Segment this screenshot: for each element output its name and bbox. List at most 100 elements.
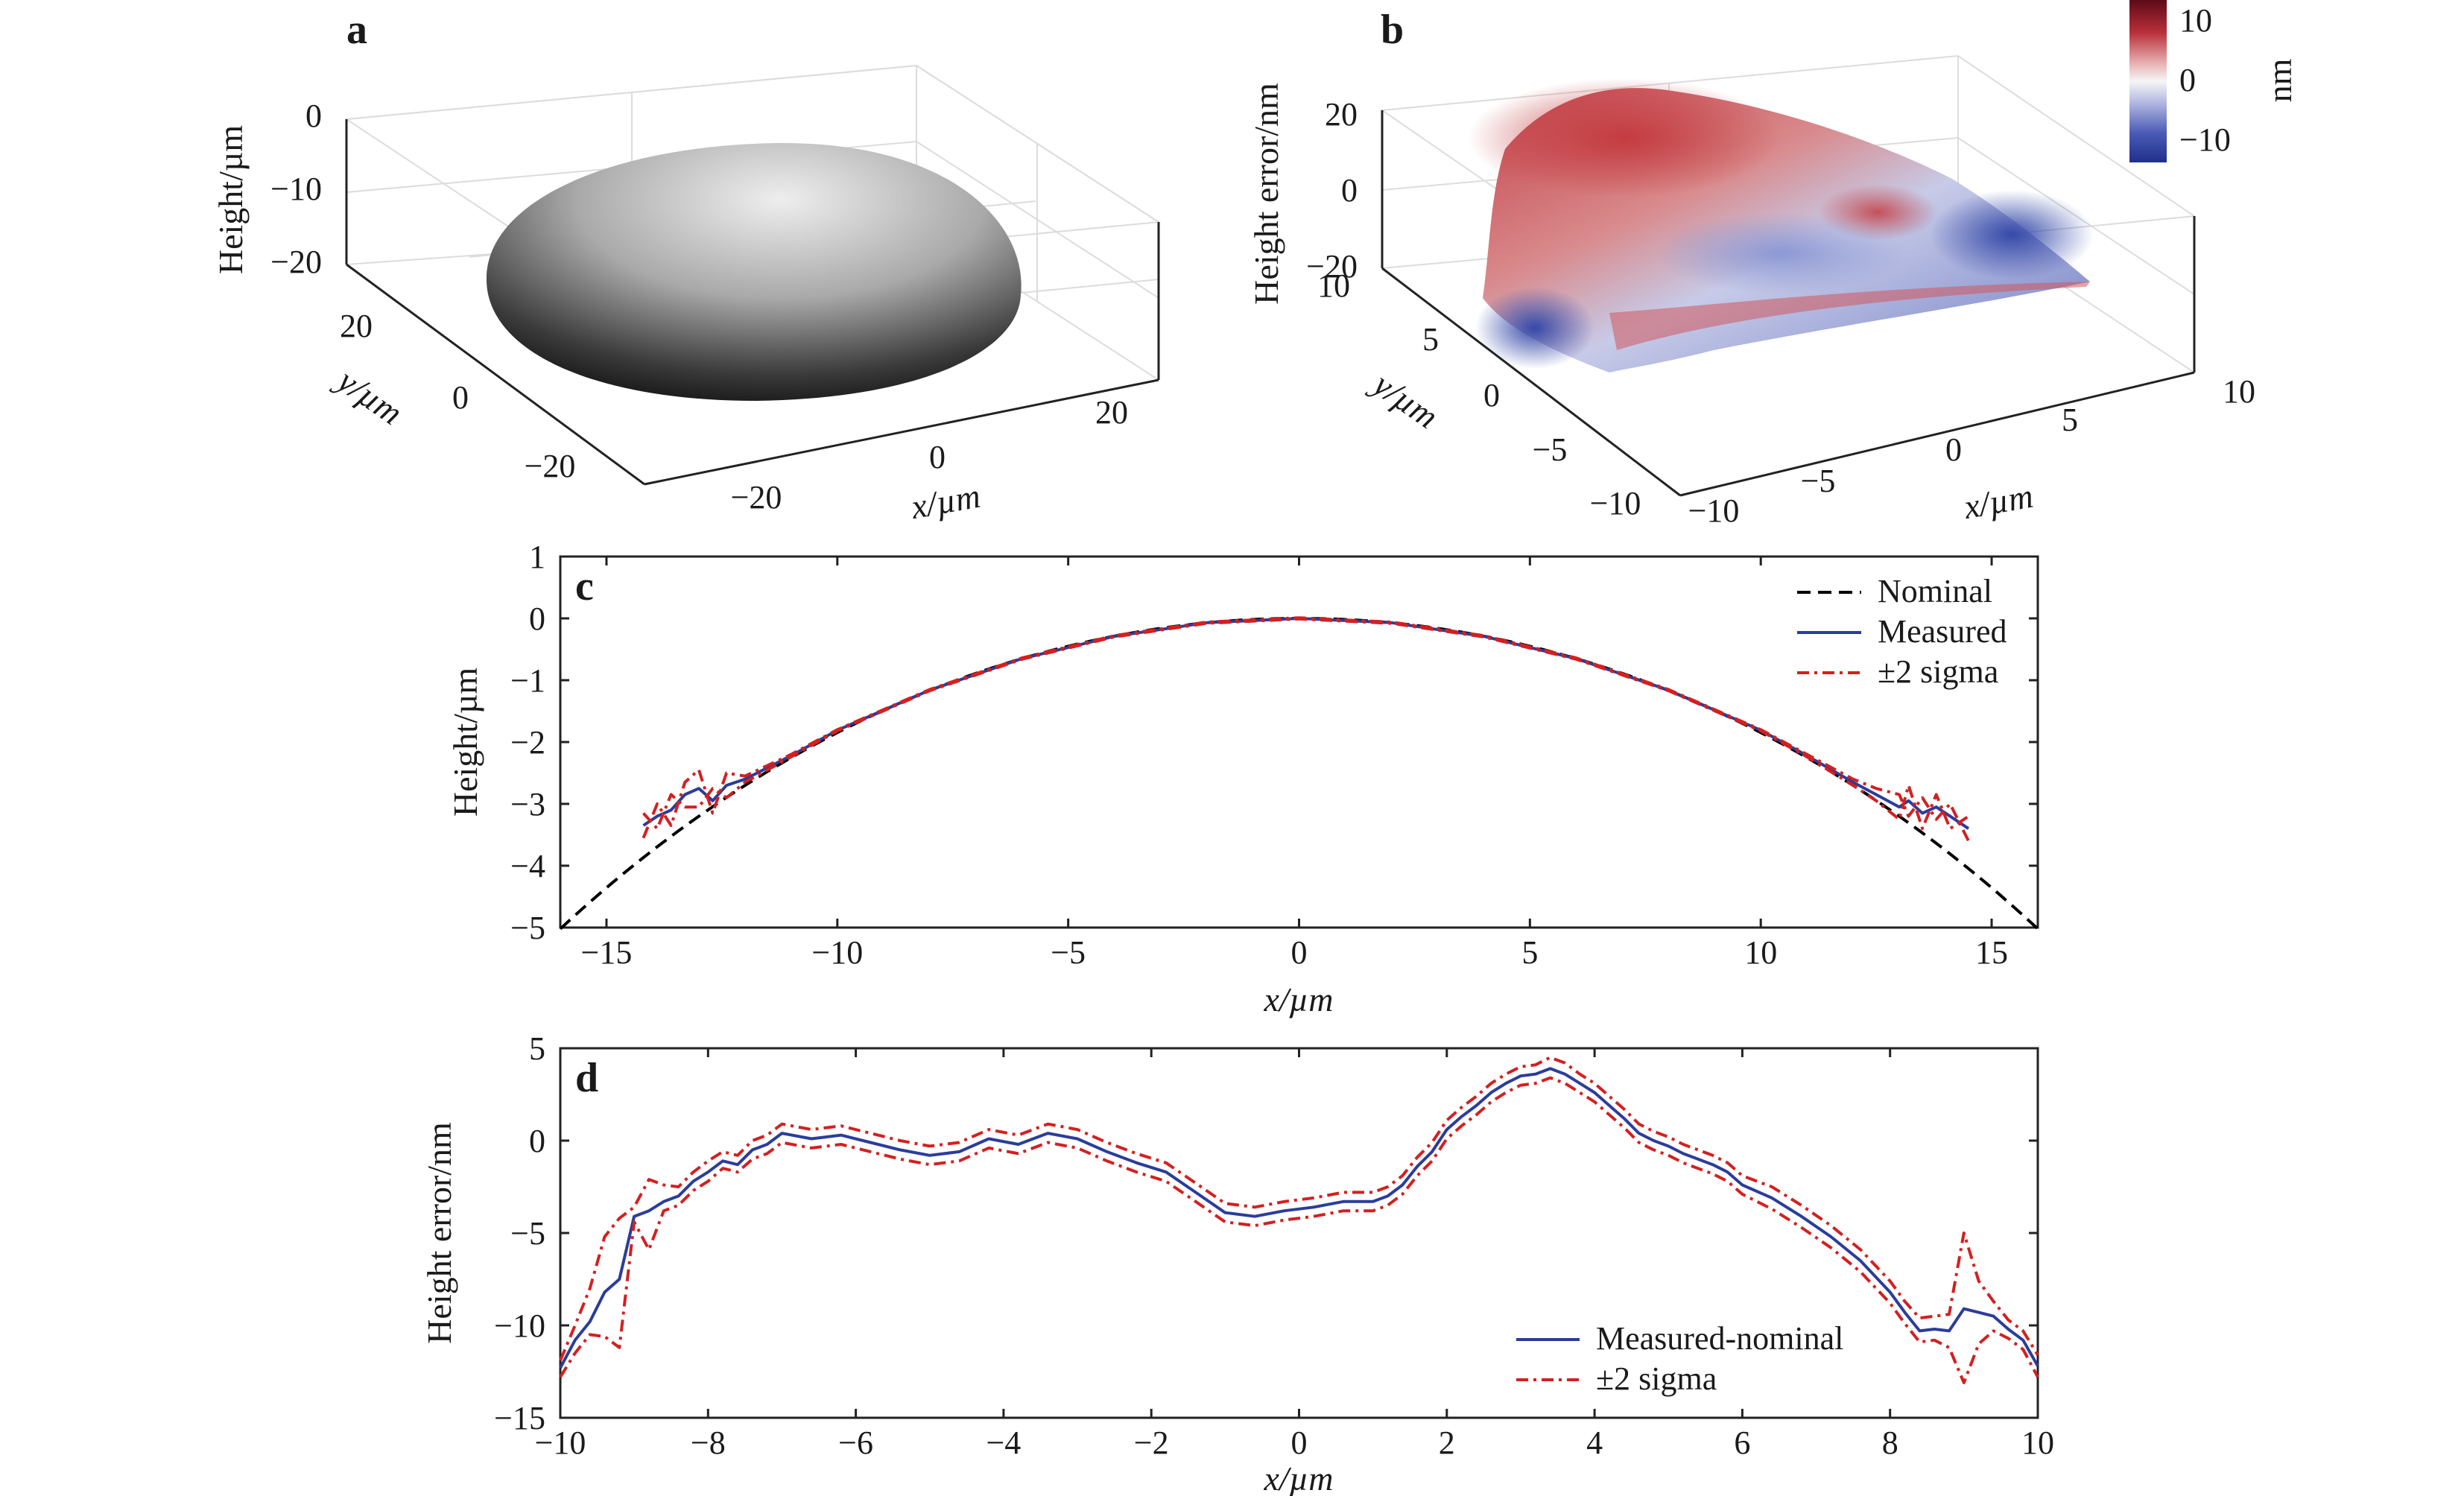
tick-label: −10 (1590, 485, 1641, 522)
x-tick-label: 8 (1882, 1424, 1898, 1461)
panel-a-x-axis (644, 378, 1159, 486)
tick-label: −20 (731, 479, 782, 516)
y-tick-label: 0 (529, 600, 545, 637)
x-tick-label: 6 (1734, 1424, 1750, 1461)
x-tick-label: −10 (811, 934, 863, 971)
panel-b-x-axis (1679, 371, 2195, 497)
tick-label: −10 (1688, 492, 1740, 529)
legend-label: ±2 sigma (1596, 1360, 1717, 1397)
panel-d-ylabel: Height error/nm (420, 1122, 458, 1344)
x-tick-label: −2 (1134, 1424, 1169, 1461)
legend-label: Measured (1878, 613, 2007, 650)
series-line-nominal (559, 617, 2039, 931)
y-tick-label: −3 (510, 786, 545, 823)
panel-c-xlabel: x/µm (1264, 980, 1334, 1018)
panel-d-legend: Measured-nominal ±2 sigma (1516, 1320, 1843, 1397)
x-tick-label: 2 (1439, 1424, 1455, 1461)
x-tick-label: −15 (581, 934, 633, 971)
panel-a-zlabel: Height/µm (212, 125, 250, 274)
y-tick-label: −5 (510, 1215, 545, 1252)
panel-a-letter: a (346, 7, 367, 53)
panel-d-letter: d (575, 1055, 598, 1101)
panel-c-ylabel: Height/µm (446, 668, 484, 817)
y-tick-label: 5 (529, 1030, 545, 1067)
panel-c-letter: c (575, 563, 594, 609)
x-tick-label: 0 (1291, 1424, 1308, 1461)
panel-a-ylabel: y/µm (329, 359, 410, 431)
tick-label: 10 (2223, 373, 2255, 410)
panel-b-y-axis (1381, 267, 1681, 497)
panel-a-x-ticks: −20 0 20 (731, 394, 1128, 516)
tick-label: −10 (270, 171, 322, 207)
series-line-2-sigma-lower (559, 1076, 2039, 1384)
tick-label: 0 (929, 439, 946, 475)
tick-label: 0 (452, 379, 469, 416)
y-tick-label: −4 (510, 848, 545, 884)
panel-b-ylabel: y/µm (1364, 363, 1445, 435)
panel-b-z-ticks: 20 0 −20 (1306, 96, 1358, 285)
tick-label: −5 (1801, 463, 1836, 499)
x-tick-label: −6 (838, 1424, 873, 1461)
panel-a-grid-line (346, 65, 917, 120)
tick-label: −20 (525, 448, 576, 484)
series-line-measured (642, 617, 1970, 830)
y-tick-label: 1 (529, 539, 545, 575)
tick-label: 0 (305, 98, 322, 134)
panel-b-x-ticks: −10 −5 0 5 10 (1688, 373, 2255, 529)
y-tick-label: −10 (494, 1308, 545, 1344)
legend-label: Measured-nominal (1596, 1320, 1843, 1357)
colorbar-tick-label: 10 (2179, 2, 2212, 39)
x-tick-label: 10 (1744, 934, 1777, 971)
colorbar-label: nm (2261, 58, 2299, 102)
series-line-2-sigma (559, 1056, 2039, 1361)
panel-b-zlabel: Height error/nm (1247, 83, 1285, 305)
panel-b-colorbar (2129, 0, 2167, 162)
colorbar-tick-label: 0 (2179, 62, 2196, 98)
y-tick-label: −2 (510, 724, 545, 761)
panel-d-xlabel: x/µm (1264, 1459, 1334, 1496)
panel-a-z-ticks: 0 −10 −20 (270, 98, 322, 280)
panel-b-xlabel: x/µm (1960, 477, 2036, 527)
x-tick-label: 5 (1521, 934, 1538, 971)
series-line-measured-nominal (559, 1067, 2039, 1369)
panel-c-series (559, 616, 2039, 931)
tick-label: 10 (1317, 267, 1350, 304)
tick-label: 0 (1341, 172, 1358, 209)
tick-label: −5 (1533, 431, 1568, 468)
y-tick-label: −5 (510, 910, 545, 946)
panel-b: b 10 0 −10 nm 20 0 (1247, 0, 2299, 529)
y-tick-label: −1 (510, 662, 545, 699)
tick-label: 0 (1483, 377, 1500, 413)
x-tick-label: 0 (1291, 934, 1308, 971)
legend-label: ±2 sigma (1878, 653, 1998, 690)
x-tick-label: −8 (691, 1424, 726, 1461)
tick-label: 5 (2062, 402, 2078, 438)
panel-b-error-surface (1468, 78, 2094, 373)
panel-b-letter: b (1381, 7, 1404, 53)
x-tick-label: 4 (1586, 1424, 1603, 1461)
series-line-2-sigma-lower (642, 617, 1970, 831)
panel-a-y-axis (346, 263, 645, 486)
tick-label: 5 (1422, 321, 1439, 358)
panel-d-series (559, 1056, 2039, 1384)
y-tick-label: −15 (494, 1400, 545, 1436)
tick-label: 20 (1095, 394, 1128, 431)
tick-label: −20 (1306, 248, 1358, 285)
tick-label: 20 (1325, 96, 1358, 133)
panel-a-y-ticks: 20 0 −20 (340, 308, 575, 484)
panel-c-plot-frame (559, 555, 2039, 929)
x-tick-label: −5 (1051, 934, 1086, 971)
tick-label: −20 (270, 244, 322, 280)
x-tick-label: −10 (535, 1424, 586, 1461)
panel-d-plot-frame (559, 1047, 2039, 1419)
legend-label: Nominal (1878, 573, 1992, 609)
tick-label: 0 (1945, 431, 1962, 468)
x-tick-label: 10 (2021, 1424, 2054, 1461)
x-tick-label: −4 (986, 1424, 1021, 1461)
y-tick-label: 0 (529, 1123, 545, 1159)
panel-a-xlabel: x/µm (908, 477, 983, 527)
panel-b-y-ticks: 10 5 0 −5 −10 (1317, 267, 1641, 522)
